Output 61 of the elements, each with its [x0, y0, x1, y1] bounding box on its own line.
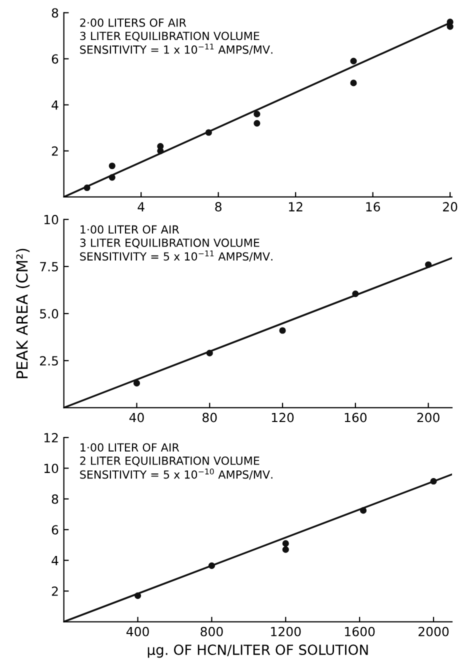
- point: [279, 327, 286, 334]
- x-tick-label: 120: [272, 412, 294, 422]
- point: [254, 120, 260, 127]
- point: [425, 261, 432, 268]
- y-tick-label: 2: [52, 586, 58, 596]
- point: [430, 478, 437, 485]
- y-tick-label: 2: [52, 146, 58, 156]
- y-tick-label: 10: [44, 464, 58, 474]
- point: [282, 546, 289, 553]
- y-tick-label: 2.5: [40, 356, 58, 366]
- x-tick-label: 8: [215, 202, 222, 212]
- x-tick-label: 400: [126, 626, 149, 636]
- x-tick-label: 800: [200, 626, 223, 636]
- y-tick-label: 8: [52, 494, 58, 504]
- y-tick-label: 8: [52, 8, 58, 18]
- annotation: SENSITIVITY = 5 x 10$^{−10}$ AMPS/MV.: [80, 468, 272, 480]
- annotation: SENSITIVITY = 1 x 10$^{−11}$ AMPS/MV.: [80, 44, 272, 55]
- point: [360, 507, 367, 514]
- point: [108, 162, 116, 170]
- point: [208, 562, 216, 570]
- point: [350, 58, 357, 64]
- x-tick-label: 2000: [418, 626, 449, 636]
- y-tick-label: 12: [44, 432, 58, 442]
- y-tick-label: 10: [44, 214, 58, 224]
- point: [205, 129, 212, 136]
- y-axis-title: PEAK AREA (CM²): [16, 248, 30, 378]
- point: [108, 174, 116, 181]
- annotation: 1·00 LITER OF AIR: [80, 443, 180, 452]
- x-tick-label: 1200: [271, 626, 301, 636]
- x-tick-label: 160: [344, 412, 367, 422]
- y-tick-label: 4: [52, 100, 58, 110]
- x-tick-label: 4: [138, 202, 144, 212]
- point: [282, 540, 289, 547]
- point: [133, 380, 140, 387]
- x-tick-label: 200: [417, 412, 440, 422]
- annotation: 2 LITER EQUILIBRATION VOLUME: [80, 456, 260, 466]
- annotation: 3 LITER EQUILIBRATION VOLUME: [80, 32, 260, 42]
- point: [352, 290, 359, 298]
- annotation: 2·00 LITERS OF AIR: [80, 18, 186, 27]
- point: [206, 350, 213, 356]
- x-tick-label: 80: [202, 412, 217, 422]
- x-tick-label: 1600: [345, 626, 375, 636]
- y-tick-label: 7.5: [40, 262, 58, 272]
- y-tick-label: 6: [52, 54, 58, 64]
- x-tick-label: 20: [443, 202, 458, 212]
- y-tick-label: 4: [52, 556, 58, 566]
- point: [84, 184, 90, 192]
- point: [446, 23, 454, 30]
- annotation: 3 LITER EQUILIBRATION VOLUME: [80, 238, 260, 248]
- annotation: 1·00 LITER OF AIR: [80, 225, 180, 234]
- y-tick-label: 6: [52, 525, 58, 535]
- x-tick-label: 40: [129, 412, 144, 422]
- annotation: SENSITIVITY = 5 x 10$^{−11}$ AMPS/MV.: [80, 250, 272, 262]
- point: [157, 148, 164, 154]
- x-tick-label: 16: [366, 202, 380, 212]
- y-tick-label: 5.0: [40, 309, 58, 318]
- x-tick-label: 12: [289, 202, 302, 212]
- point: [254, 110, 260, 118]
- x-axis-title: µg. OF HCN/LITER OF SOLUTION: [148, 644, 368, 658]
- point: [350, 80, 357, 86]
- point: [134, 592, 142, 599]
